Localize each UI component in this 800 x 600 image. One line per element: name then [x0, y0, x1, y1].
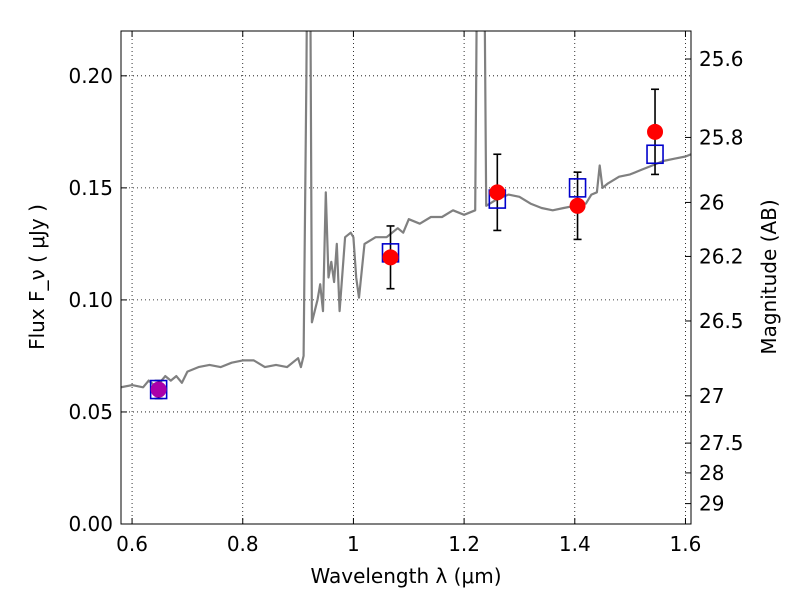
x-tick-label: 0.8 — [227, 532, 259, 556]
y-tick-label: 0.15 — [68, 176, 113, 200]
plot-frame — [120, 30, 692, 525]
spectrum-line — [121, 31, 691, 389]
tick-layer: 0.6 0.8 1 1.2 1.4 1.6 0.00 0.05 0.10 0.15 0.20 25.6… — [68, 31, 744, 556]
y-tick-label: 0.05 — [68, 400, 113, 424]
spectrum-layer — [121, 31, 691, 389]
y-axis-label: Flux F_ν ( μJy ) — [25, 204, 49, 350]
y-tick-label: 0.00 — [68, 512, 113, 536]
model-square-marker — [646, 144, 664, 165]
right-tick-label: 27.5 — [699, 431, 744, 455]
model-square-marker — [568, 178, 587, 198]
x-tick-label: 0.6 — [116, 532, 148, 556]
right-tick-label: 29 — [699, 492, 724, 516]
right-tick-label: 28 — [699, 461, 724, 485]
right-tick-label: 27 — [699, 384, 724, 408]
right-tick-label: 25.8 — [699, 125, 744, 149]
right-tick-label: 26 — [699, 190, 724, 214]
right-tick-label: 26.5 — [699, 309, 744, 333]
right-tick-label: 26.2 — [699, 244, 744, 268]
y-tick-label: 0.20 — [68, 64, 113, 88]
marker-layer — [149, 88, 664, 400]
x-tick-label: 1 — [347, 532, 360, 556]
data-point — [489, 184, 506, 201]
right-axis-label: Magnitude (AB) — [757, 199, 781, 354]
right-tick-label: 25.6 — [699, 47, 744, 71]
data-point — [382, 249, 399, 266]
y-tick-label: 0.10 — [68, 288, 113, 312]
x-tick-label: 1.6 — [670, 532, 702, 556]
x-tick-label: 1.2 — [448, 532, 480, 556]
data-point — [647, 123, 664, 140]
plot-area — [121, 31, 691, 524]
x-tick-label: 1.4 — [559, 532, 591, 556]
data-point — [150, 381, 167, 398]
x-axis-label: Wavelength λ (μm) — [310, 564, 501, 588]
data-point — [569, 197, 586, 214]
